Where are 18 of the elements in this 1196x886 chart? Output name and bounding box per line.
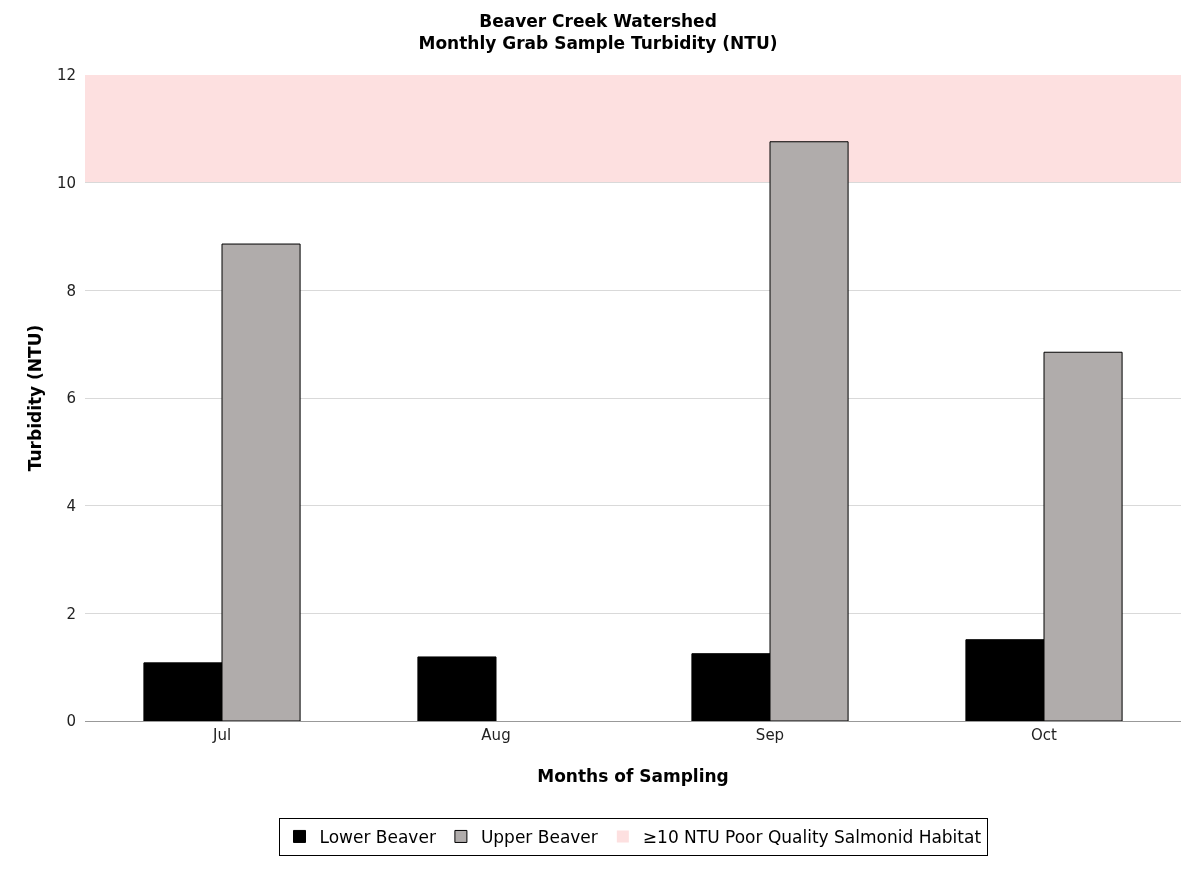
y-tick-label: 4 [66, 496, 76, 515]
y-tick-label: 12 [56, 66, 76, 85]
x-axis-title: Months of Sampling [537, 766, 729, 786]
legend-label: Lower Beaver [319, 827, 436, 848]
y-tick-label: 6 [66, 389, 76, 408]
y-tick-label: 2 [66, 604, 76, 623]
y-axis-title: Turbidity (NTU) [25, 324, 45, 472]
x-tick-label: Sep [755, 726, 785, 744]
y-tick-label: 10 [56, 173, 76, 192]
x-tick-label: Jul [211, 726, 232, 744]
legend-label: Upper Beaver [480, 827, 598, 848]
x-tick-label: Oct [1031, 726, 1058, 744]
y-tick-label: 8 [66, 281, 76, 300]
bar [417, 656, 497, 721]
legend-label: ≥10 NTU Poor Quality Salmonid Habitat [642, 827, 982, 848]
y-tick-label: 0 [66, 712, 76, 731]
chart-title: Beaver Creek Watershed Monthly Grab Sample Turbidity (NTU) [418, 10, 778, 53]
x-tick-label: Aug [481, 726, 511, 744]
